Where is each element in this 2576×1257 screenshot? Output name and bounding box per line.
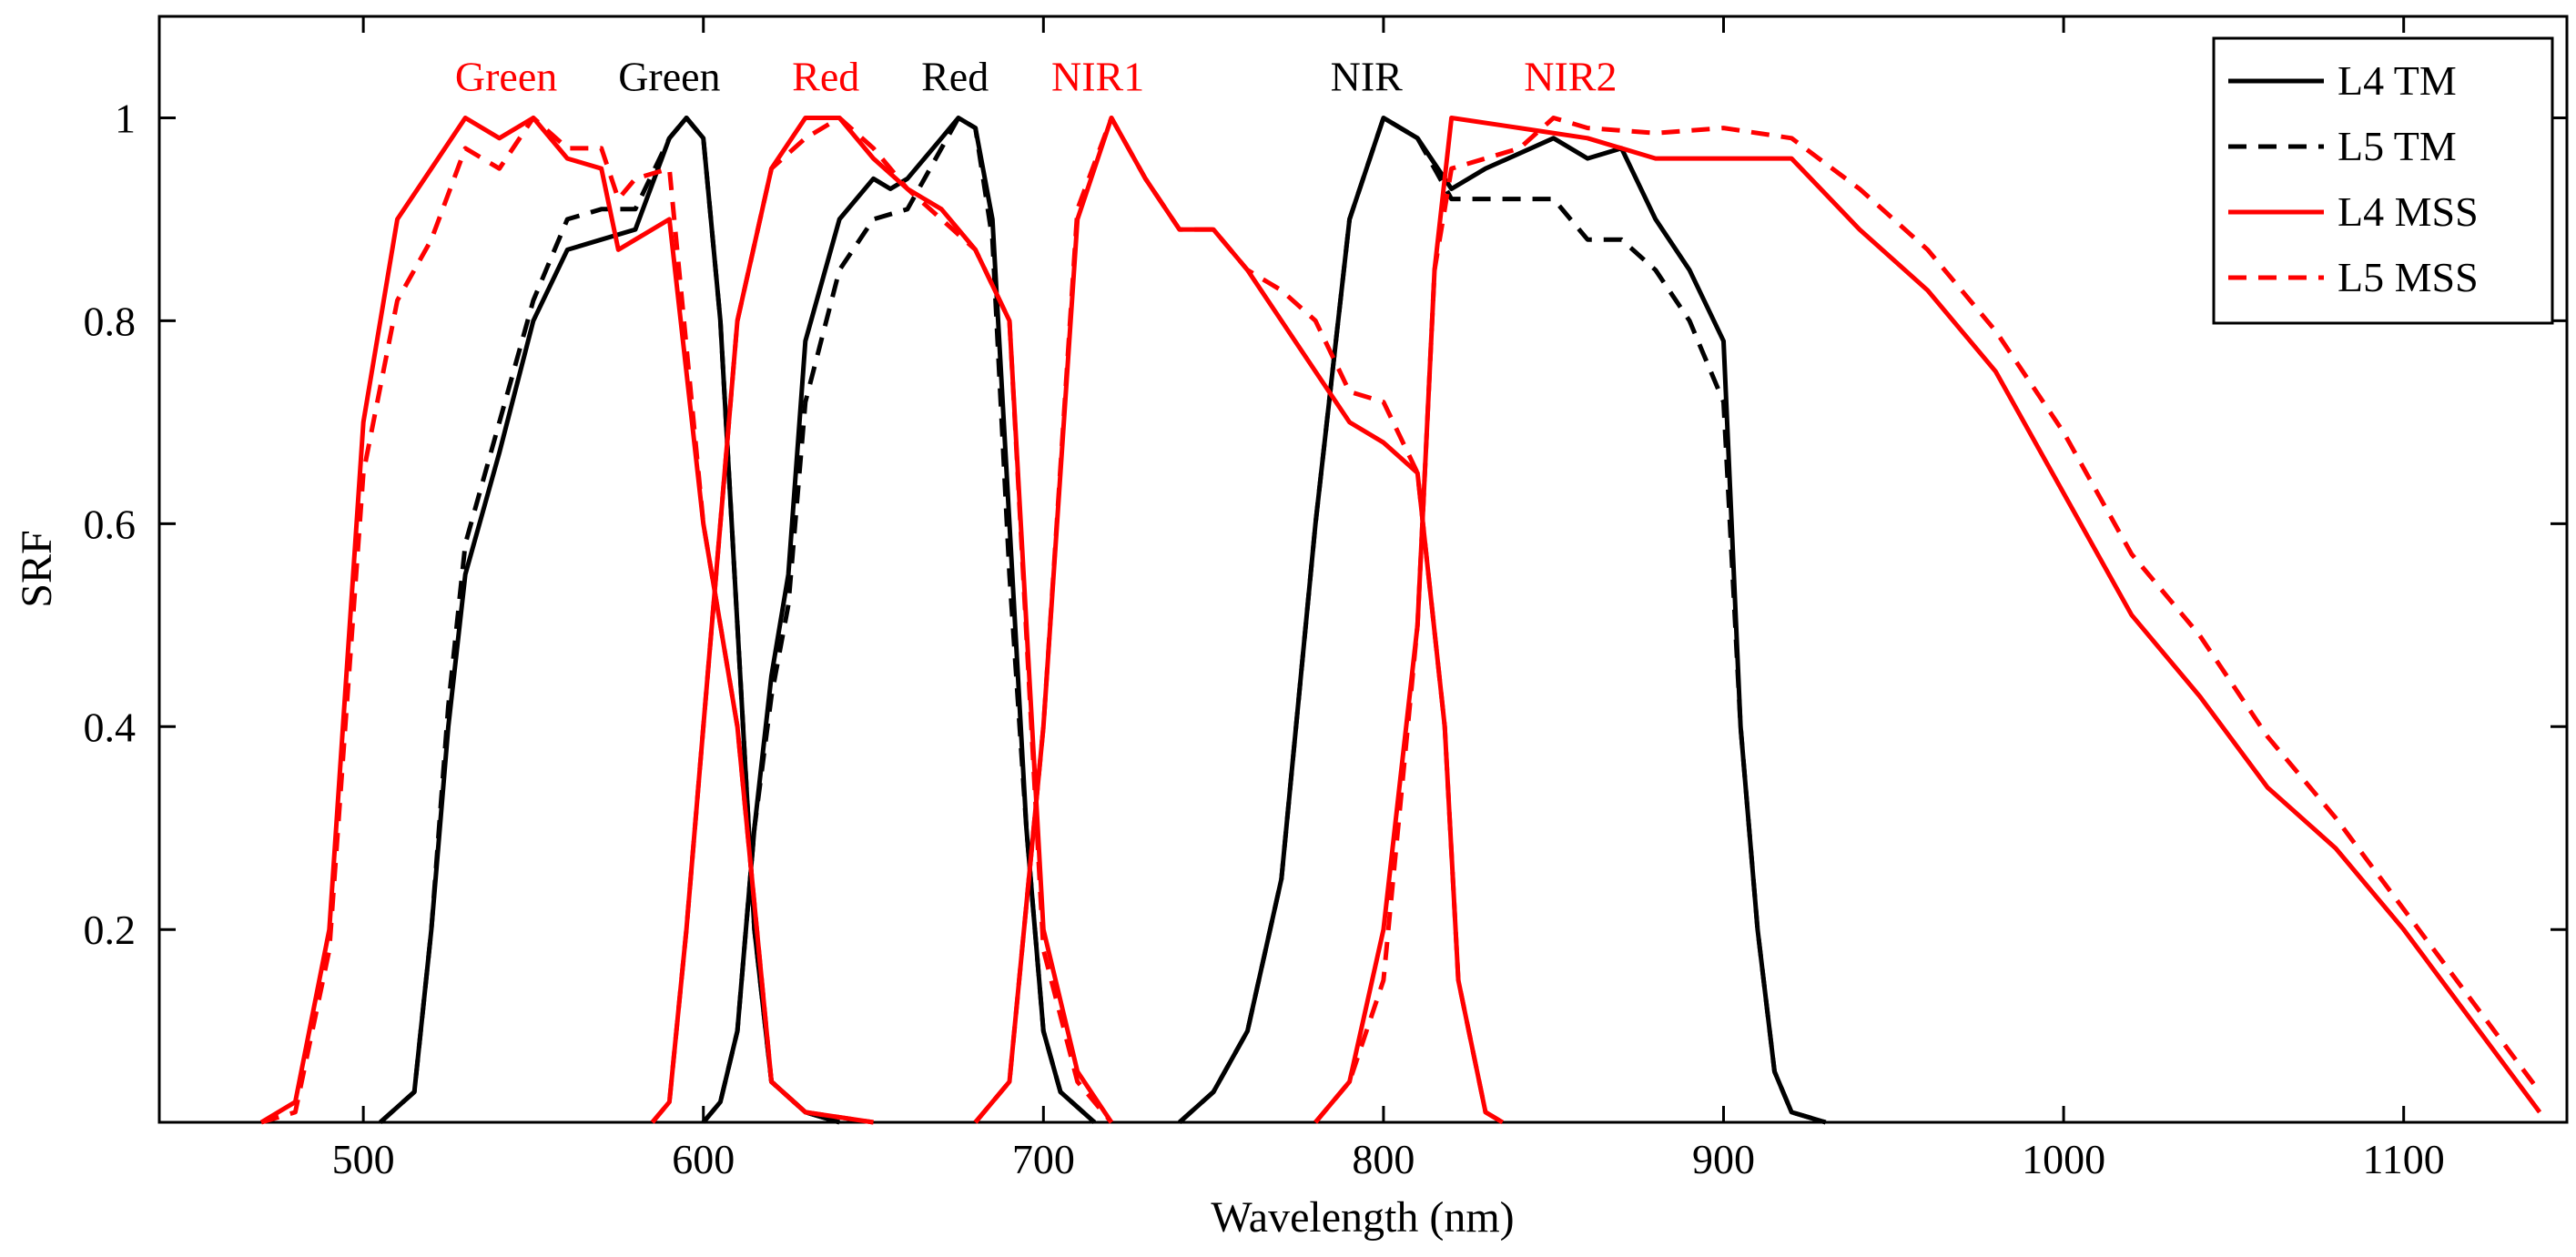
- x-axis-label: Wavelength (nm): [1211, 1193, 1514, 1242]
- legend-label-l5-mss: L5 MSS: [2338, 254, 2479, 300]
- series-line-l5-mss-nir1: [973, 116, 1504, 1125]
- band-label-nir2: NIR2: [1524, 53, 1617, 99]
- series-line-l5-mss-red: [650, 116, 1113, 1124]
- legend: L4 TM L5 TM L4 MSS L5 MSS: [2212, 36, 2554, 325]
- y-tick-label: 1: [115, 95, 136, 141]
- band-label-green: Green: [455, 53, 557, 99]
- series-line-l5-tm-nir: [1178, 116, 1827, 1125]
- y-tick-label: 0.4: [84, 704, 137, 750]
- band-label-red: Red: [921, 53, 989, 99]
- legend-label-l5-tm: L5 TM: [2338, 123, 2457, 169]
- x-tick-label: 1000: [2022, 1136, 2105, 1182]
- y-tick-label: 0.6: [84, 501, 137, 547]
- band-label-nir1: NIR1: [1051, 53, 1144, 99]
- series-line-l5-mss-nir2: [1313, 116, 2542, 1124]
- y-tick-label: 0.8: [84, 298, 137, 344]
- band-label-red: Red: [792, 53, 859, 99]
- x-tick-label: 900: [1692, 1136, 1755, 1182]
- series-layer: [259, 116, 2542, 1125]
- x-tick-label: 1100: [2363, 1136, 2445, 1182]
- y-axis-label: SRF: [13, 530, 61, 607]
- x-tick-label: 500: [332, 1136, 395, 1182]
- x-tick-label: 700: [1012, 1136, 1075, 1182]
- y-tick-label: 0.2: [84, 907, 137, 953]
- band-label-green: Green: [618, 53, 720, 99]
- x-tick-label: 600: [672, 1136, 735, 1182]
- legend-label-l4-mss: L4 MSS: [2338, 188, 2479, 235]
- series-line-l5-tm-red: [701, 116, 1097, 1124]
- band-label-nir: NIR: [1331, 53, 1404, 99]
- legend-label-l4-tm: L4 TM: [2338, 57, 2457, 104]
- x-tick-label: 800: [1352, 1136, 1415, 1182]
- series-line-l4-mss-green: [259, 116, 874, 1125]
- series-line-l5-tm-green: [379, 116, 840, 1125]
- band-label-layer: Green Green Red Red NIR1 NIR NIR2: [455, 53, 1618, 99]
- plot-area: [157, 15, 2569, 1124]
- ticks-layer: 500 600 700 800 900 1000 1100 0.2 0.4 0.6 0.8 1: [84, 16, 2567, 1182]
